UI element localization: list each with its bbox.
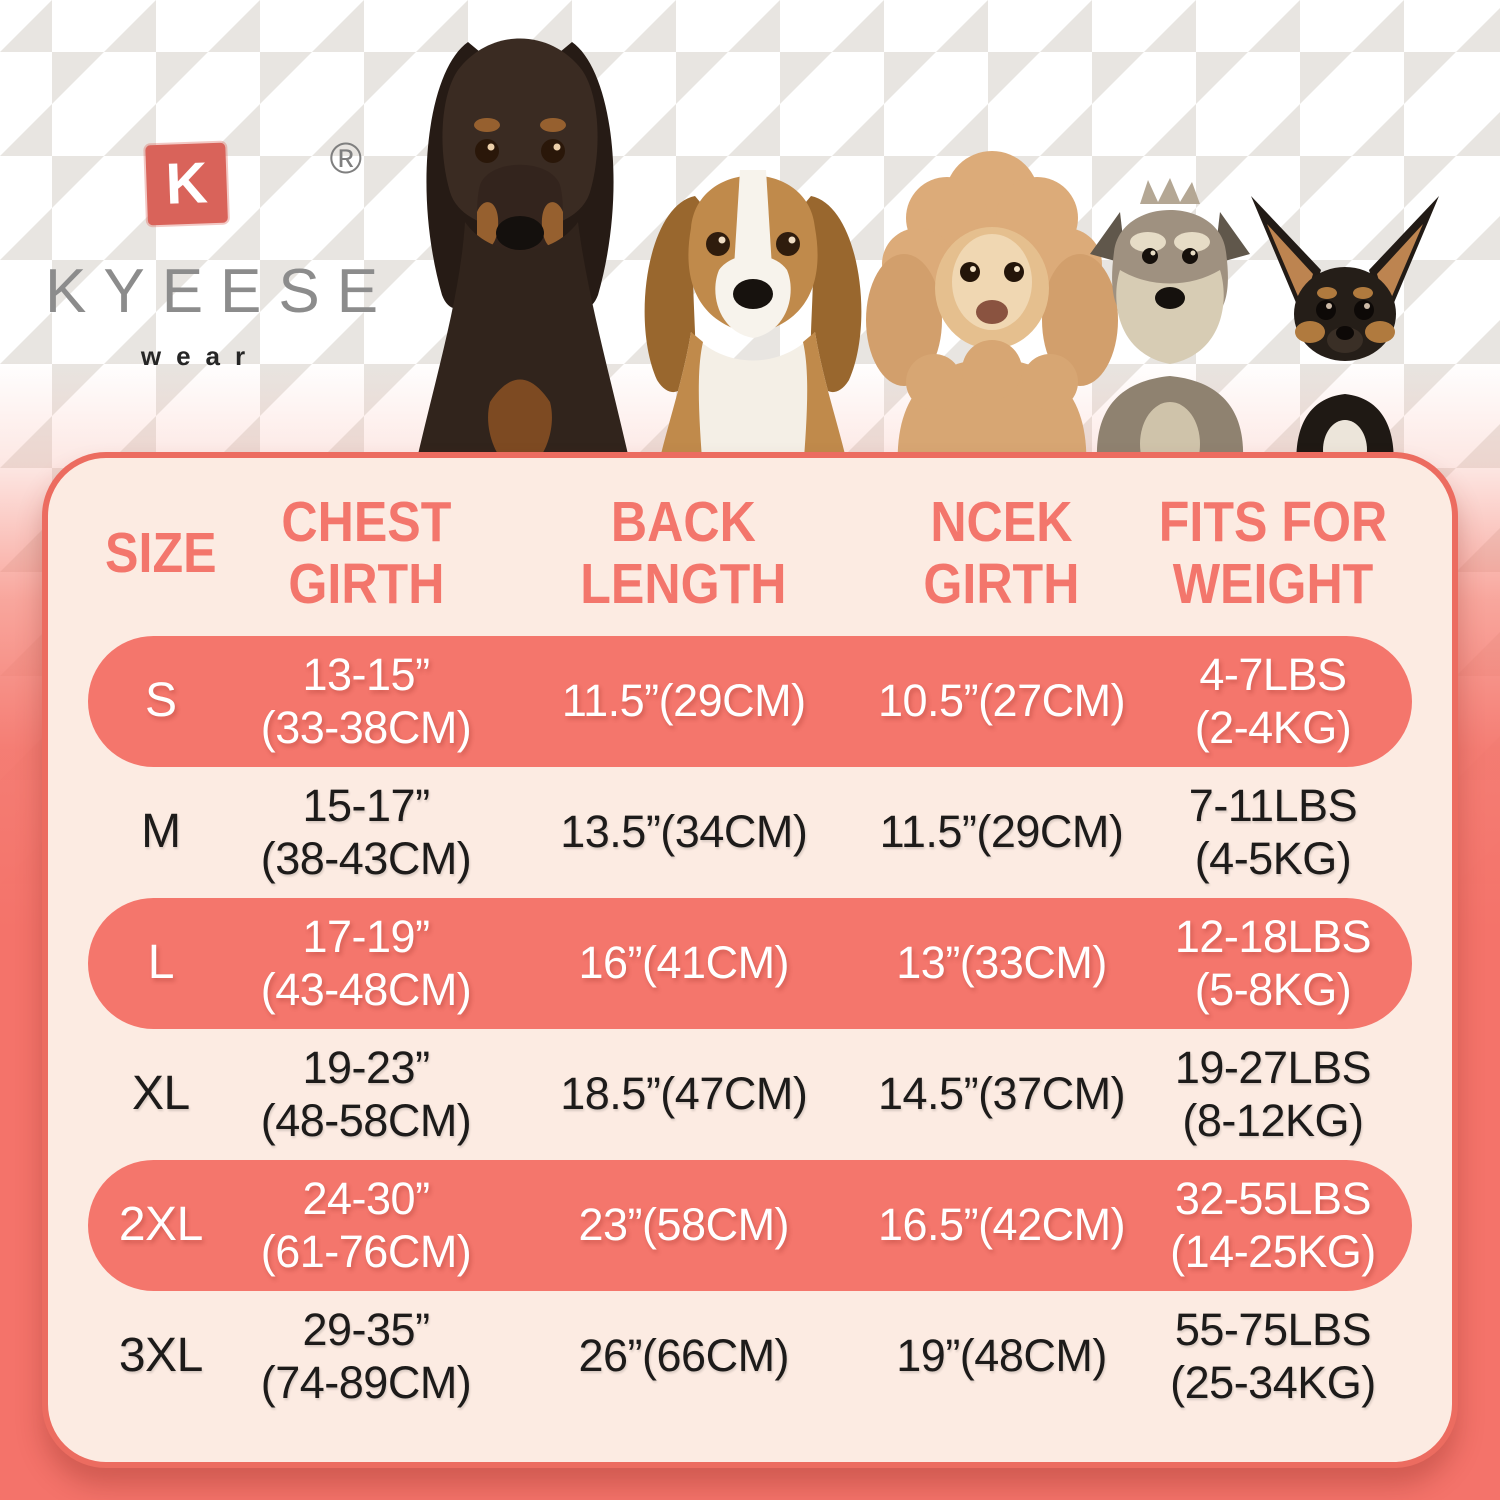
table-row-l: L 17-19” (43-48CM) 16”(41CM) 13”(33CM) 12… xyxy=(88,898,1412,1029)
cell-back-length: 18.5”(47CM) xyxy=(560,1068,808,1120)
dog-schnauzer-illustration xyxy=(1090,178,1250,472)
cell-size: 3XL xyxy=(118,1329,203,1383)
cell-chest-girth: 24-30” (61-76CM) xyxy=(260,1172,472,1277)
registered-trademark-icon: ® xyxy=(329,134,362,183)
cell-fits-for-weight: 4-7LBS (2-4KG) xyxy=(1194,648,1352,753)
cell-back-length: 13.5”(34CM) xyxy=(560,806,808,858)
table-row-3xl: 3XL 29-35” (74-89CM) 26”(66CM) 19”(48CM) … xyxy=(88,1291,1412,1422)
cell-fits-for-weight: 19-27LBS (8-12KG) xyxy=(1174,1041,1372,1146)
column-header-size: SIZE xyxy=(105,521,217,586)
cell-chest-girth: 19-23” (48-58CM) xyxy=(260,1041,472,1146)
cell-back-length: 26”(66CM) xyxy=(578,1330,790,1382)
dogs-photo-strip xyxy=(414,38,1439,472)
brand-k-badge-icon: K xyxy=(145,142,228,226)
cell-fits-for-weight: 32-55LBS (14-25KG) xyxy=(1170,1172,1376,1277)
cell-back-length: 16”(41CM) xyxy=(578,937,790,989)
column-header-fits-for-weight: FITS FOR WEIGHT xyxy=(1158,490,1388,616)
cell-neck-girth: 14.5”(37CM) xyxy=(878,1068,1126,1120)
dog-doberman-illustration xyxy=(414,38,632,472)
column-header-neck-girth: NCEK GIRTH xyxy=(923,490,1080,616)
table-row-xl: XL 19-23” (48-58CM) 18.5”(47CM) 14.5”(37C… xyxy=(88,1029,1412,1160)
cell-size: XL xyxy=(131,1067,190,1121)
cell-neck-girth: 11.5”(29CM) xyxy=(879,806,1124,858)
dog-chihuahua-illustration xyxy=(1251,196,1439,472)
brand-logo-top: K ® xyxy=(28,134,362,228)
table-row-2xl: 2XL 24-30” (61-76CM) 23”(58CM) 16.5”(42CM… xyxy=(88,1160,1412,1291)
cell-neck-girth: 10.5”(27CM) xyxy=(878,675,1126,727)
brand-tagline: wear xyxy=(140,341,261,371)
cell-neck-girth: 16.5”(42CM) xyxy=(878,1199,1126,1251)
cell-chest-girth: 17-19” (43-48CM) xyxy=(260,910,472,1015)
cell-neck-girth: 19”(48CM) xyxy=(896,1330,1107,1382)
cell-size: S xyxy=(145,674,177,728)
column-header-back-length: BACK LENGTH xyxy=(580,490,787,616)
cell-size: M xyxy=(141,805,181,859)
cell-size: L xyxy=(147,936,175,990)
cell-chest-girth: 15-17” (38-43CM) xyxy=(260,779,472,884)
cell-back-length: 11.5”(29CM) xyxy=(561,675,806,727)
cell-neck-girth: 13”(33CM) xyxy=(896,937,1107,989)
table-row-m: M 15-17” (38-43CM) 13.5”(34CM) 11.5”(29CM… xyxy=(88,767,1412,898)
cell-chest-girth: 29-35” (74-89CM) xyxy=(260,1303,472,1408)
cell-fits-for-weight: 55-75LBS (25-34KG) xyxy=(1170,1303,1376,1408)
cell-back-length: 23”(58CM) xyxy=(578,1199,790,1251)
cell-fits-for-weight: 12-18LBS (5-8KG) xyxy=(1174,910,1372,1015)
size-chart-card: SIZE CHEST GIRTH BACK LENGTH NCEK GIRTH FIT… xyxy=(42,452,1458,1468)
brand-name: KYEESE xyxy=(45,257,396,326)
cell-fits-for-weight: 7-11LBS (4-5KG) xyxy=(1188,779,1358,884)
table-row-s: S 13-15” (33-38CM) 11.5”(29CM) 10.5”(27CM… xyxy=(88,636,1412,767)
brand-logo-letter: K xyxy=(164,150,209,217)
dog-poodle-illustration xyxy=(866,151,1118,472)
dog-beagle-illustration xyxy=(644,170,862,472)
column-header-chest-girth: CHEST GIRTH xyxy=(281,490,452,616)
cell-chest-girth: 13-15” (33-38CM) xyxy=(260,648,472,753)
table-header-row: SIZE CHEST GIRTH BACK LENGTH NCEK GIRTH FIT… xyxy=(88,472,1412,636)
cell-size: 2XL xyxy=(118,1198,203,1252)
brand-logo: K ® KYEESE wear xyxy=(28,134,396,372)
